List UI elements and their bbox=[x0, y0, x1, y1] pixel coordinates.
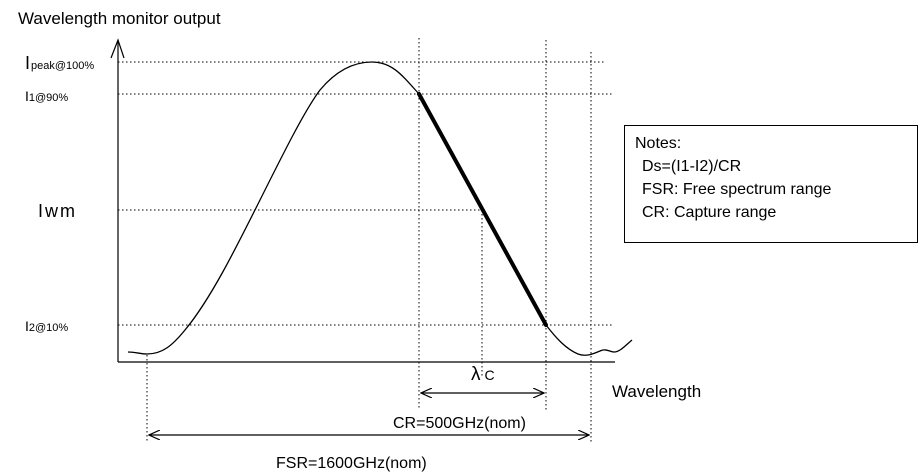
notes-item-cr: CR: Capture range bbox=[642, 204, 777, 221]
level-guides bbox=[118, 61, 612, 326]
wavelength-guides bbox=[146, 38, 592, 442]
y-axis-arrowhead bbox=[110, 38, 125, 59]
capture-range-slope bbox=[417, 92, 548, 327]
peak-level-label: Ipeak@100% bbox=[25, 53, 94, 73]
response-curve bbox=[127, 61, 633, 356]
notes-box: Notes: Ds=(I1-I2)/CR FSR: Free spectrum … bbox=[624, 125, 918, 243]
fsr-label: FSR=1600GHz(nom) bbox=[276, 455, 427, 472]
i2-level-label: I2@10% bbox=[25, 318, 68, 334]
notes-item-ds: Ds=(I1-I2)/CR bbox=[642, 158, 742, 175]
notes-item-fsr: FSR: Free spectrum range bbox=[642, 181, 832, 198]
cr-label: CR=500GHz(nom) bbox=[393, 415, 526, 432]
x-axis-title: Wavelength bbox=[612, 382, 701, 401]
i1-level-label: I1@90% bbox=[25, 88, 68, 104]
notes-title: Notes: bbox=[635, 135, 682, 152]
y-axis-title: Wavelength monitor output bbox=[18, 9, 221, 28]
iwm-level-label: Iwm bbox=[38, 201, 77, 221]
